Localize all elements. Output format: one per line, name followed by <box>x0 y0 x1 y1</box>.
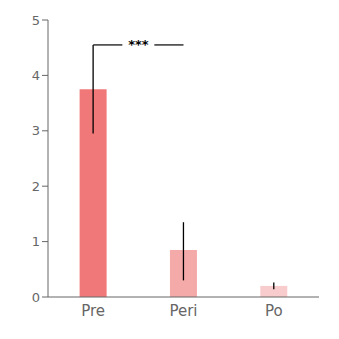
svg-text:3: 3 <box>32 123 40 138</box>
svg-text:1: 1 <box>32 234 40 249</box>
svg-text:***: *** <box>128 37 149 52</box>
svg-text:Peri: Peri <box>169 302 197 320</box>
svg-text:4: 4 <box>32 68 40 83</box>
svg-text:0: 0 <box>32 290 40 305</box>
svg-text:2: 2 <box>32 179 40 194</box>
svg-text:Pre: Pre <box>81 302 105 320</box>
svg-text:5: 5 <box>32 13 40 28</box>
svg-text:Po: Po <box>265 302 283 320</box>
